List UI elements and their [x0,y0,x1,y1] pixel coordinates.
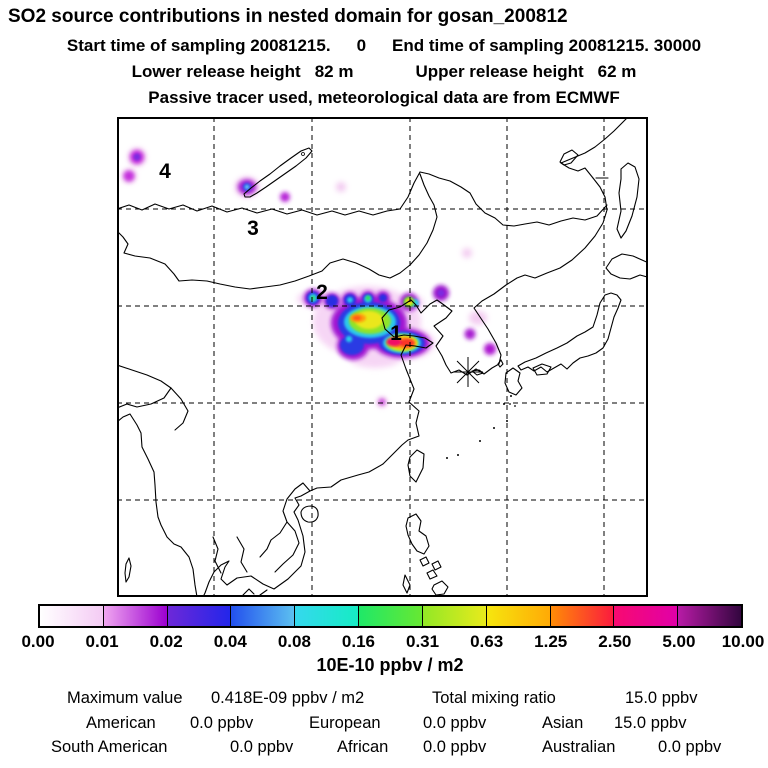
lower-release-value: 82 m [314,62,354,81]
colorbar-segment [422,606,487,626]
colorbar-tick-label: 0.01 [85,632,119,651]
colorbar-segment [678,606,741,626]
region-european-label: European [309,714,381,732]
colorbar-segment [167,606,232,626]
source-region-label: 4 [159,160,171,183]
upper-release-value: 62 m [597,62,637,81]
colorbar-tick-labels: 0.00 0.01 0.02 0.04 0.08 0.16 0.31 0.63 1.25 2.50… [21,632,764,652]
source-region-label: 1 [390,322,402,345]
colorbar-segment [550,606,615,626]
colorbar-tick-label: 0.16 [341,632,375,651]
colorbar-segment [40,606,104,626]
page-title: SO2 source contributions in nested domai… [8,6,568,27]
region-asian-label: Asian [542,714,584,732]
so2-concentration-field [122,148,496,407]
start-time-label: Start time of sampling 20081215. [66,36,331,55]
colorbar-tick-label: 0.02 [149,632,183,651]
colorbar-tick-label: 0.08 [277,632,311,651]
region-european-value: 0.0 ppbv [423,714,487,732]
graticule [117,117,648,597]
region-south-american-value: 0.0 ppbv [230,738,294,756]
colorbar-tick-label: 0.31 [405,632,440,651]
maximum-hotspot [386,337,402,347]
colorbar-segment [486,606,551,626]
total-mixing-ratio-label: Total mixing ratio [432,689,556,707]
purple-level [123,150,496,406]
lower-release-label: Lower release height [131,62,301,81]
region-african-value: 0.0 ppbv [423,738,487,756]
colorbar-tick-label: 5.00 [662,632,696,651]
upper-release-label: Upper release height [415,62,584,81]
colorbar [38,604,743,628]
total-mixing-ratio-value: 15.0 ppbv [625,689,698,707]
maximum-value: 0.418E-09 ppbv / m2 [211,689,365,707]
map-frame [117,117,648,597]
colorbar-segment [103,606,168,626]
colorbar-segment [614,606,679,626]
end-time-label: End time of sampling 20081215. 30000 [392,36,702,55]
colorbar-unit-label: 10E-10 ppbv / m2 [316,655,464,675]
start-time-value: 0 [356,36,367,55]
source-region-label: 2 [316,281,328,304]
region-american-value: 0.0 ppbv [190,714,254,732]
region-australian-value: 0.0 ppbv [658,738,722,756]
coastlines [117,117,648,597]
colorbar-segment [231,606,296,626]
map-panel: 1 2 3 4 [117,117,648,597]
colorbar-tick-label: 0.04 [213,632,247,651]
region-american-label: American [86,714,156,732]
source-region-label: 3 [247,217,259,240]
colorbar-tick-label: 0.00 [21,632,55,651]
colorbar-tick-label: 0.63 [470,632,504,651]
region-australian-label: Australian [542,738,616,756]
colorbar-segment [359,606,423,626]
colorbar-segment [295,606,360,626]
colorbar-tick-label: 2.50 [598,632,632,651]
colorbar-tick-label: 10.00 [721,632,765,651]
sampling-time-line: Start time of sampling 20081215. 0 End t… [0,36,768,56]
source-region-labels: 1 2 3 4 [159,160,402,345]
receptor-star-marker [453,357,483,387]
region-south-american-label: South American [51,738,168,756]
colorbar-tick-label: 1.25 [534,632,568,651]
region-asian-value: 15.0 ppbv [614,714,687,732]
tracer-line: Passive tracer used, meteorological data… [148,88,620,107]
region-african-label: African [337,738,389,756]
release-height-line: Lower release height 82 m Upper release … [0,62,768,82]
maximum-value-label: Maximum value [67,689,183,707]
